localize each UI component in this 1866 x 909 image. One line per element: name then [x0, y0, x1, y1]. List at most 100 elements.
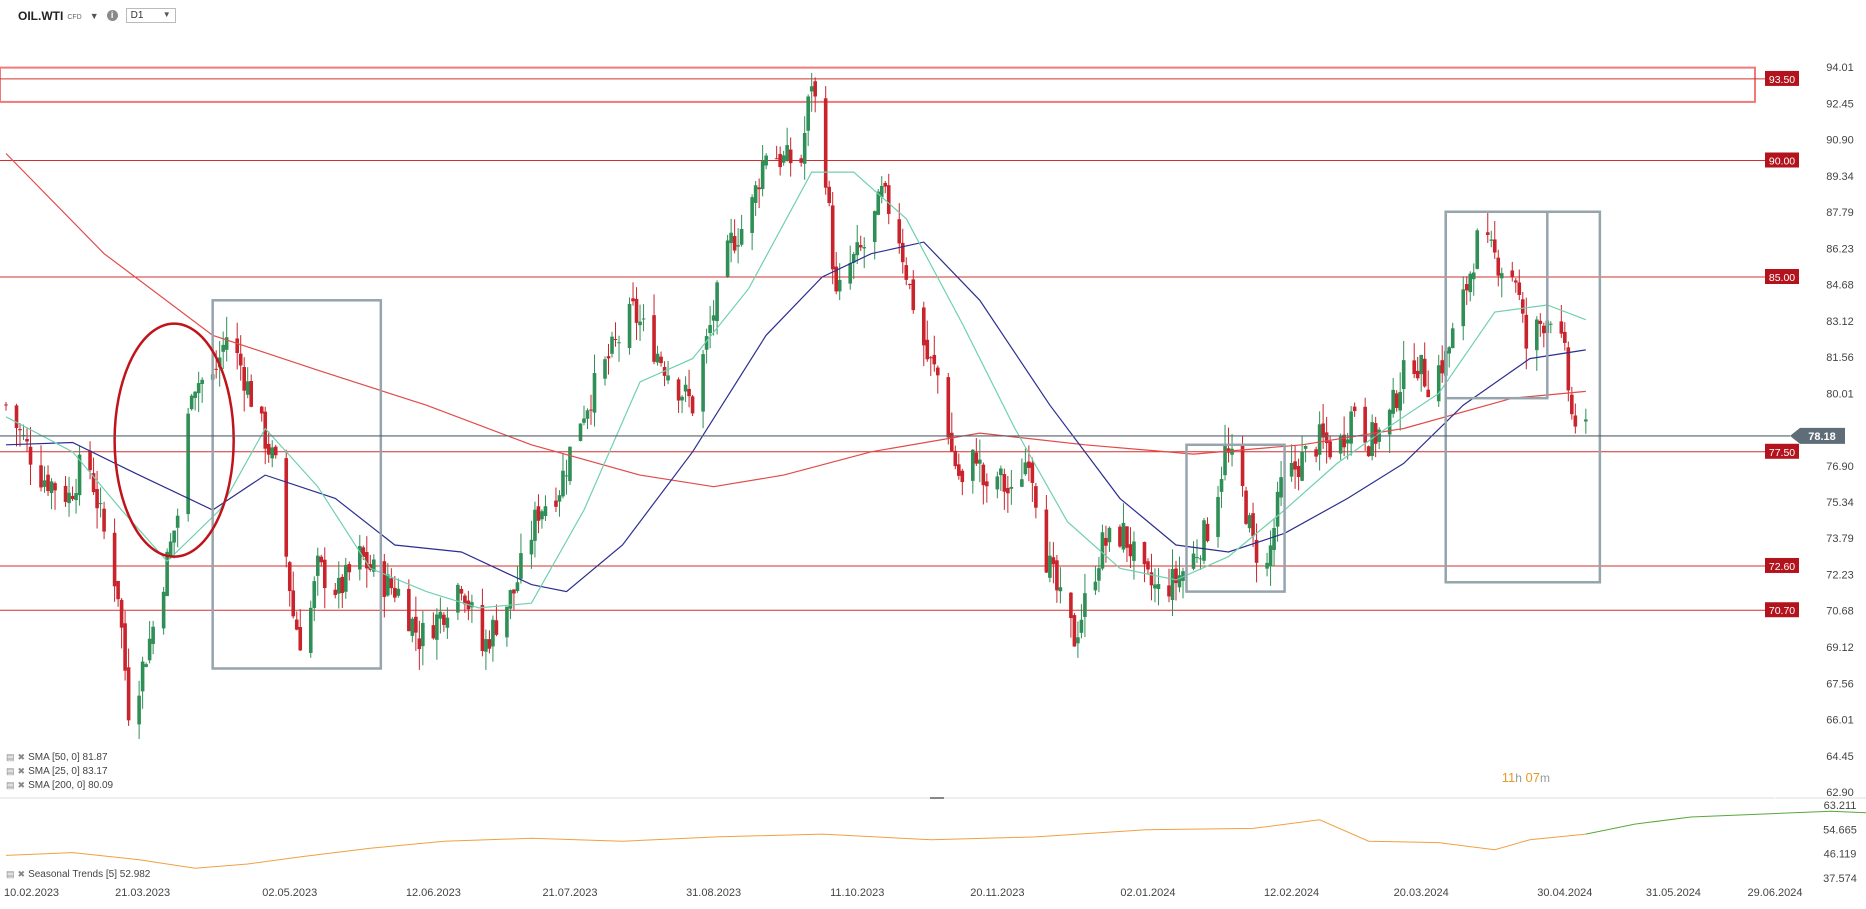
candle-bear — [91, 473, 96, 493]
candle-bear — [70, 495, 75, 500]
candle-bull — [508, 590, 513, 609]
candle-bull — [837, 279, 842, 292]
close-icon[interactable]: ✖ — [17, 869, 26, 879]
candle-bear — [347, 564, 352, 573]
price-tick-label: 64.45 — [1826, 751, 1854, 763]
candle-bull — [312, 581, 317, 608]
legend-seasonal[interactable]: ▤ ✖ Seasonal Trends [5] 52.982 — [6, 869, 150, 880]
candle-bull — [1338, 436, 1343, 454]
candle-bear — [1174, 568, 1178, 584]
level-badge — [1765, 602, 1799, 618]
candle-bear — [1366, 446, 1371, 457]
legend-sma200[interactable]: ▤ ✖ SMA [200, 0] 80.09 — [6, 780, 113, 791]
price-tick-label: 89.34 — [1826, 171, 1854, 183]
date-tick-label: 10.02.2023 — [4, 887, 59, 899]
candle-bear — [634, 298, 639, 323]
candle-bull — [578, 423, 583, 441]
candle-bull — [851, 254, 856, 263]
candle-bear — [116, 581, 120, 600]
candle-bear — [1328, 441, 1332, 458]
candle-bear — [417, 638, 422, 650]
candle-bear — [389, 578, 394, 589]
date-tick-label: 02.01.2024 — [1120, 887, 1175, 899]
candle-bear — [393, 587, 397, 598]
price-tick-label: 76.90 — [1826, 461, 1854, 473]
timer-minutes: 07 — [1525, 770, 1540, 785]
close-icon[interactable]: ✖ — [17, 752, 26, 762]
candle-bull — [802, 132, 807, 164]
candle-bull — [491, 619, 495, 647]
candle-bull — [189, 395, 194, 410]
candle-bear — [340, 576, 345, 594]
candle-bull — [809, 86, 814, 92]
candle-bear — [1352, 406, 1357, 412]
timeframe-select[interactable]: D1 ▼ — [125, 8, 176, 23]
candle-bear — [957, 464, 961, 476]
candle-bull — [683, 384, 688, 392]
annotation-box — [1444, 210, 1602, 584]
legend-sma25[interactable]: ▤ ✖ SMA [25, 0] 83.17 — [6, 766, 108, 777]
close-icon[interactable]: ✖ — [17, 780, 26, 790]
candle-bear — [112, 532, 117, 587]
candle-bull — [1100, 532, 1105, 569]
candle-bear — [946, 377, 951, 438]
candle-bull — [540, 511, 544, 520]
candle-bull — [862, 247, 867, 249]
candle-bear — [1296, 465, 1301, 478]
candle-bull — [1076, 637, 1080, 644]
candle-bull — [1202, 520, 1206, 561]
candle-bear — [774, 158, 779, 160]
candle-bear — [932, 354, 937, 365]
menu-icon[interactable]: ▤ — [6, 869, 15, 879]
last-price-label: 78.18 — [1808, 431, 1836, 443]
menu-icon[interactable]: ▤ — [6, 752, 15, 762]
close-icon[interactable]: ✖ — [17, 766, 26, 776]
candle-bull — [785, 145, 789, 161]
date-tick-label: 20.11.2023 — [970, 887, 1024, 899]
candle-bull — [1549, 323, 1553, 325]
price-tick-label: 86.23 — [1826, 243, 1854, 255]
date-tick-label: 20.03.2024 — [1394, 887, 1449, 899]
candle-bear — [1538, 320, 1543, 324]
info-icon[interactable]: i — [106, 10, 118, 21]
menu-icon[interactable]: ▤ — [6, 780, 15, 790]
candle-bear — [757, 187, 761, 190]
legend-sma50[interactable]: ▤ ✖ SMA [50, 0] 81.87 — [6, 752, 108, 763]
level-badge — [1765, 557, 1799, 573]
candle-bear — [249, 381, 254, 407]
symbol-name[interactable]: OIL.WTI — [18, 8, 64, 23]
candle-bear — [659, 356, 663, 364]
candle-bull — [308, 607, 313, 653]
candle-bear — [63, 485, 68, 502]
candle-bear — [119, 599, 124, 628]
candle-bear — [1244, 490, 1248, 524]
candle-bear — [1118, 526, 1122, 547]
candle-bull — [1391, 389, 1395, 414]
candle-bear — [536, 506, 541, 521]
candle-bear — [606, 356, 611, 359]
candle-bull — [421, 622, 425, 647]
menu-icon[interactable]: ▤ — [6, 766, 15, 776]
candle-bear — [1422, 358, 1427, 387]
candle-bear — [102, 508, 106, 532]
candle-bear — [95, 488, 99, 509]
candle-bear — [1394, 393, 1399, 408]
date-tick-label: 21.03.2023 — [115, 887, 170, 899]
candle-bear — [214, 368, 218, 370]
candle-bull — [1048, 555, 1052, 578]
chevron-down-icon[interactable]: ▼ — [89, 10, 99, 21]
seasonal-forecast-line — [1585, 810, 1866, 835]
candle-bear — [981, 464, 986, 486]
candle-bear — [1205, 523, 1210, 542]
seasonal-tick-label: 37.574 — [1823, 873, 1857, 885]
candle-bear — [974, 452, 979, 464]
candle-bear — [1485, 232, 1490, 235]
candle-bull — [137, 695, 141, 725]
candle-bear — [14, 405, 19, 428]
candle-bear — [361, 547, 366, 557]
candle-bear — [1125, 526, 1129, 548]
annotation-ellipse — [113, 322, 235, 558]
candle-bear — [1566, 347, 1571, 391]
candle-bull — [1268, 545, 1273, 567]
